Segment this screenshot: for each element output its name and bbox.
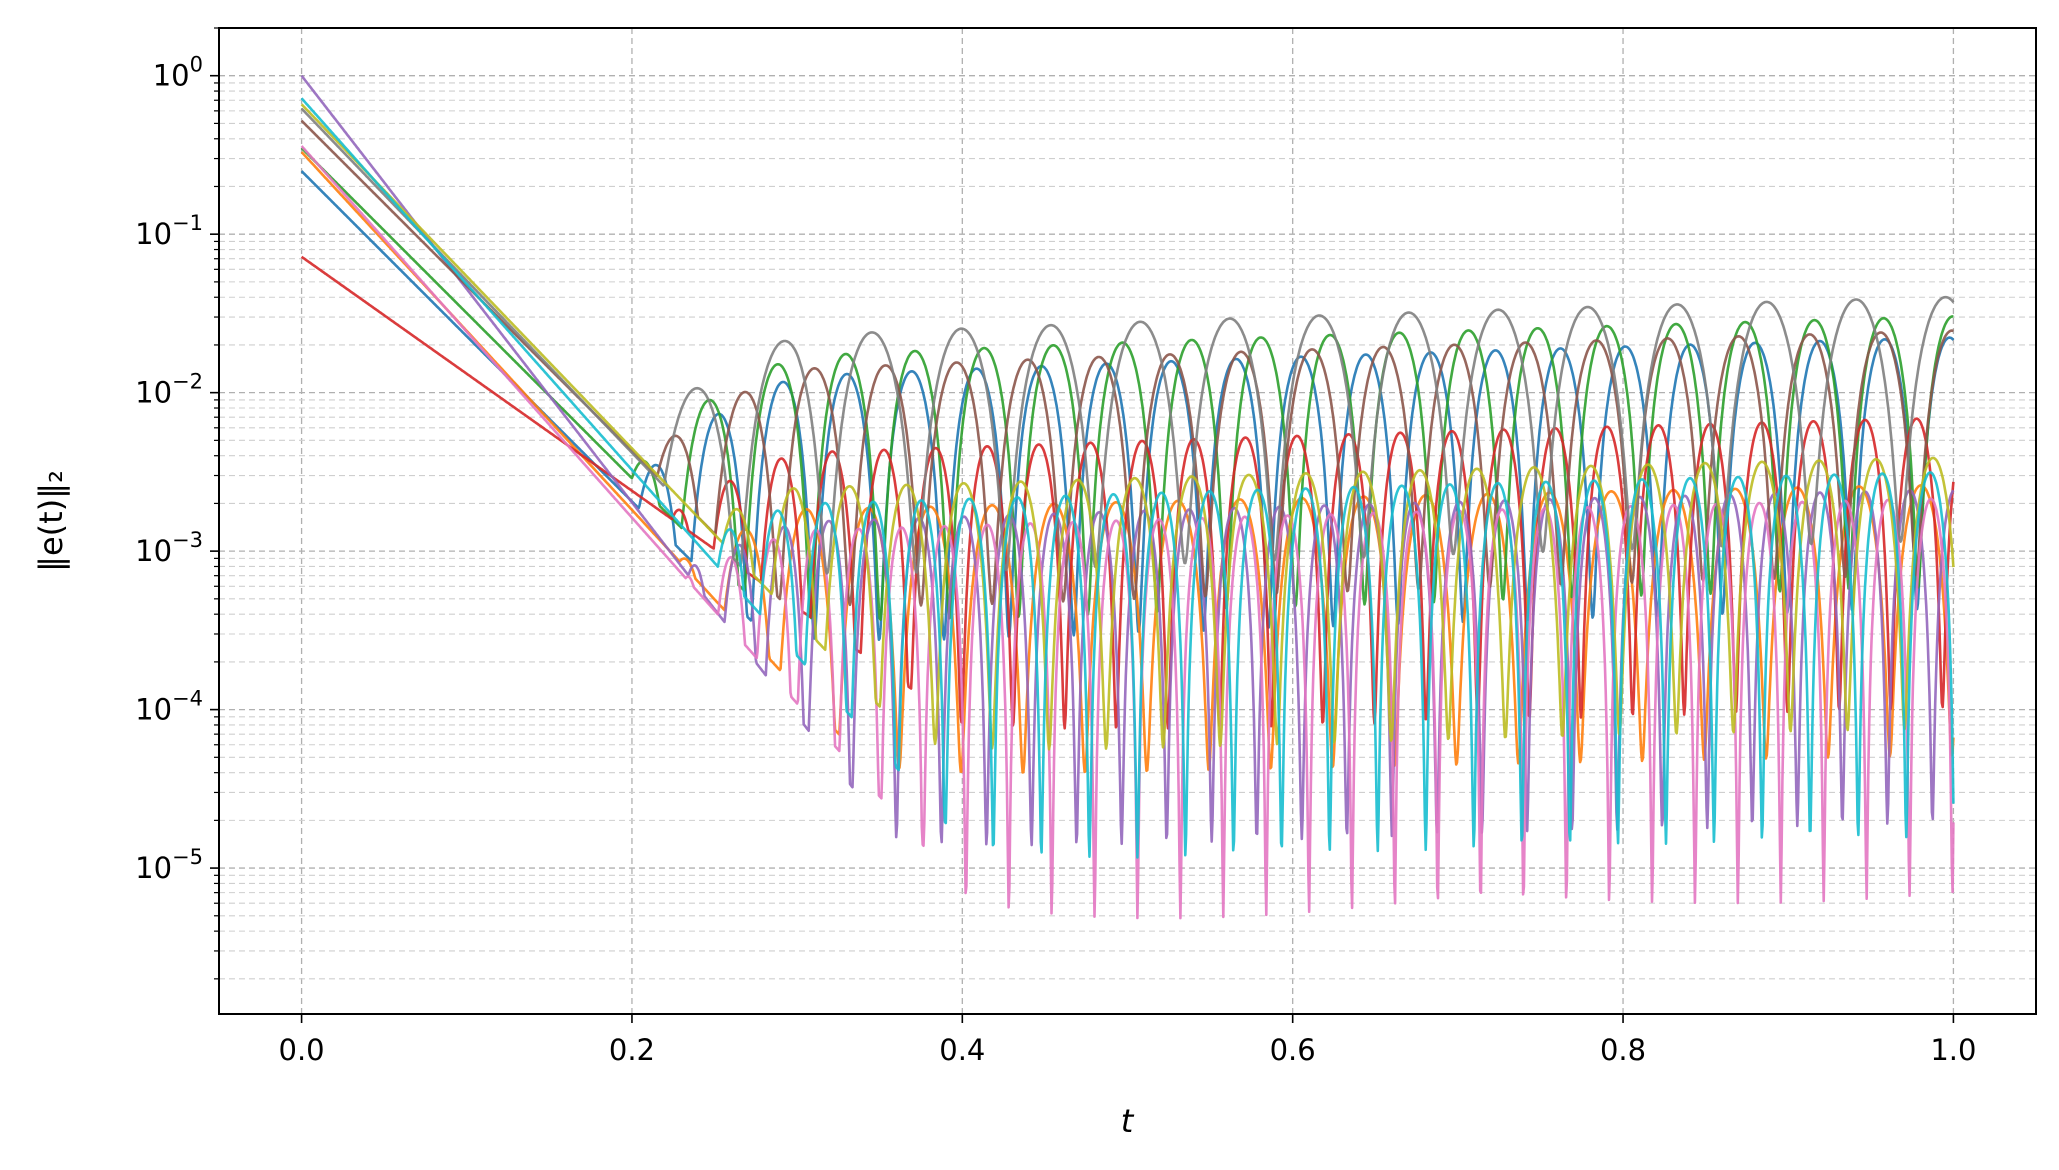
y-axis-label: ‖e(t)‖₂	[32, 470, 70, 572]
y-tick-label: 10−5	[135, 845, 203, 885]
y-tick-exponent: −4	[172, 687, 203, 711]
y-tick-label: 10−2	[135, 370, 203, 410]
y-tick-base: 10	[135, 534, 172, 568]
y-tick-label: 10−1	[135, 211, 203, 251]
y-tick-base: 10	[153, 59, 190, 93]
series-line-1	[300, 170, 1955, 641]
y-tick-base: 10	[135, 693, 172, 727]
y-tick-label: 100	[153, 53, 203, 93]
y-tick-exponent: −1	[172, 211, 203, 235]
y-tick-base: 10	[135, 851, 172, 885]
grid	[219, 27, 2036, 1014]
x-tick-label: 1.0	[1930, 1033, 1976, 1067]
plot-frame	[218, 27, 2037, 1015]
y-tick-label: 10−4	[135, 687, 203, 727]
y-tick-exponent: −5	[172, 845, 203, 869]
y-tick-base: 10	[135, 217, 172, 251]
x-tick-label: 0.2	[609, 1033, 655, 1067]
series-line-10	[300, 97, 1955, 859]
x-tick-label: 0.4	[939, 1033, 985, 1067]
series-line-3	[300, 147, 1954, 621]
series-line-9	[300, 103, 1955, 751]
series-group	[300, 74, 1955, 920]
x-tick-label: 0.0	[279, 1033, 325, 1067]
y-tick-exponent: −2	[172, 370, 203, 394]
y-tick-exponent: −3	[172, 528, 203, 552]
x-axis: 0.0 0.2 0.4 0.6 0.8 1.0	[279, 1014, 1976, 1067]
x-axis-label: t	[1121, 1102, 1135, 1140]
y-tick-base: 10	[135, 376, 172, 410]
series-line-8	[300, 107, 1955, 575]
x-tick-label: 0.6	[1270, 1033, 1316, 1067]
y-tick-label: 10−3	[135, 528, 203, 568]
y-tick-exponent: 0	[190, 53, 203, 77]
x-tick-label: 0.8	[1600, 1033, 1646, 1067]
